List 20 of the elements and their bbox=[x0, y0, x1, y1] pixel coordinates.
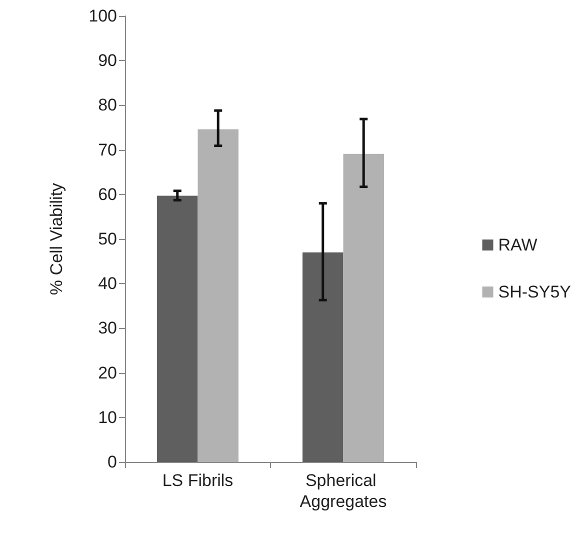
y-tick-label: 60 bbox=[98, 184, 117, 204]
y-tick-label: 90 bbox=[98, 51, 117, 70]
y-tick-label: 100 bbox=[88, 6, 117, 26]
y-tick-label: 70 bbox=[98, 140, 117, 160]
bar bbox=[157, 196, 198, 462]
y-tick-label: 20 bbox=[98, 363, 117, 382]
bar bbox=[198, 129, 238, 462]
legend-label: RAW bbox=[498, 236, 538, 254]
bar bbox=[343, 154, 384, 462]
x-tick-label: LS Fibrils bbox=[162, 471, 234, 490]
x-tick-label: Spherical Aggregates bbox=[300, 471, 387, 511]
y-tick-label: 40 bbox=[98, 274, 117, 294]
bar bbox=[302, 252, 344, 462]
y-tick-label: 80 bbox=[98, 96, 117, 115]
y-axis-title: % Cell Viability bbox=[47, 182, 66, 296]
y-tick-label: 30 bbox=[98, 318, 117, 338]
legend-label: SH-SY5Y bbox=[498, 282, 571, 302]
y-tick-label: 10 bbox=[98, 408, 117, 427]
y-tick-label: 0 bbox=[108, 452, 117, 472]
y-tick-label: 50 bbox=[98, 230, 117, 248]
